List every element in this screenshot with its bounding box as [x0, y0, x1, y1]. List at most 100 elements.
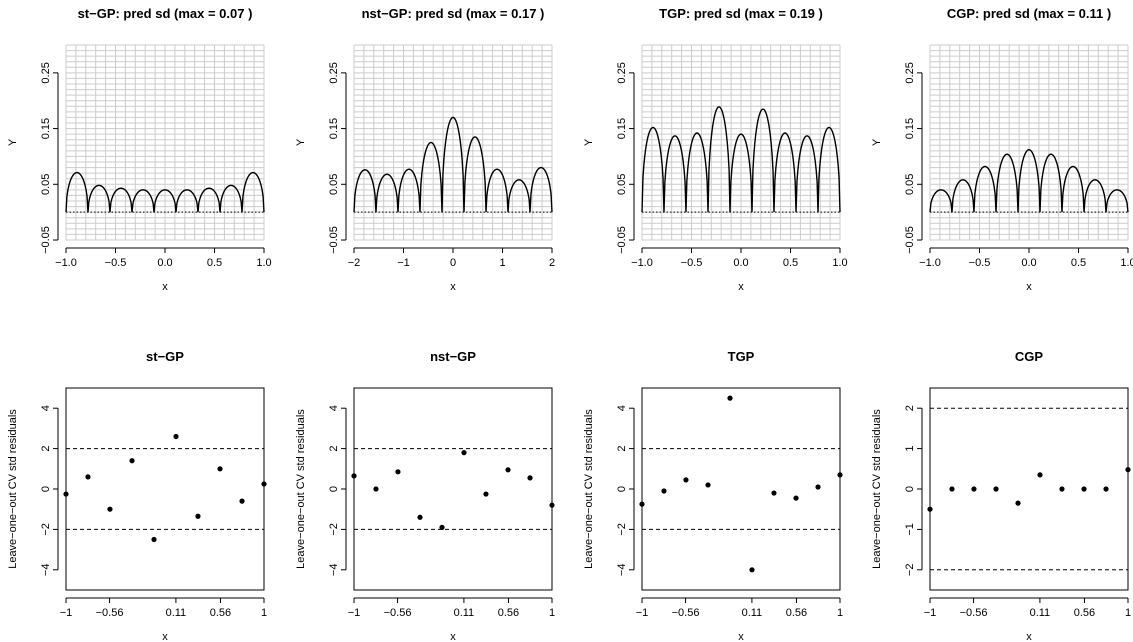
residual-point — [173, 433, 179, 440]
x-axis-label: x — [738, 631, 744, 642]
y-axis: −2 −1 0 1 2 — [904, 405, 923, 577]
residual-point — [261, 481, 267, 487]
x-axis: −1.0 −0.5 0.0 0.5 1.0 — [631, 247, 848, 269]
residual-point — [461, 450, 467, 456]
residual-point — [1059, 486, 1065, 492]
y-tick-label: 2 — [616, 446, 628, 452]
grid — [65, 44, 265, 241]
y-axis: −0.05 0.05 0.15 0.25 — [616, 62, 635, 254]
residual-point — [683, 477, 689, 483]
pred-sd-line — [929, 149, 1129, 213]
x-tick-label: −0.5 — [105, 257, 127, 269]
y-tick-label: 0.05 — [616, 174, 628, 195]
x-tick-label: 1 — [837, 607, 843, 619]
residual-point — [85, 474, 91, 480]
residual-point — [927, 506, 933, 512]
y-tick-label: 0 — [328, 486, 340, 492]
plot-frame — [65, 387, 265, 591]
x-tick-label: −0.56 — [96, 607, 124, 619]
x-tick-label: 0.56 — [1074, 607, 1095, 619]
panel-title: TGP: pred sd (max = 0.19 ) — [659, 6, 823, 21]
residual-point — [1125, 467, 1131, 473]
x-tick-label: −1.0 — [631, 257, 653, 269]
residual-point — [151, 536, 157, 543]
x-tick-label: 0 — [450, 257, 456, 269]
plot-frame — [929, 387, 1129, 591]
x-tick-label: 0.0 — [157, 257, 172, 269]
x-tick-label: 0.11 — [454, 607, 475, 619]
residual-point — [195, 513, 201, 519]
x-axis: −1 −0.56 0.11 0.56 1 — [636, 597, 843, 619]
y-tick-label: −2 — [904, 564, 916, 577]
residual-point — [373, 486, 379, 492]
x-tick-label: −1 — [348, 607, 361, 619]
x-axis-label: x — [1026, 631, 1032, 642]
residual-point — [527, 475, 533, 481]
panel-title: nst−GP — [430, 349, 476, 364]
residual-point — [993, 486, 999, 492]
y-tick-label: 0.25 — [904, 62, 916, 83]
panel-4: CGP: pred sd (max = 0.11 ) −1.0 −0.5 0.0 0.5… — [871, 6, 1133, 293]
x-tick-label: 0.56 — [210, 607, 231, 619]
y-axis-label: Leave−one−out CV std residuals — [583, 409, 595, 569]
residual-point — [351, 473, 357, 479]
y-tick-label: −1 — [904, 523, 916, 536]
residual-point — [971, 486, 977, 492]
x-tick-label: −1 — [924, 607, 937, 619]
y-tick-label: 0 — [616, 486, 628, 492]
x-axis: −1 −0.56 0.11 0.56 1 — [60, 597, 267, 619]
residual-point — [639, 501, 645, 507]
x-axis-label: x — [162, 631, 168, 642]
x-tick-label: 0.5 — [207, 257, 222, 269]
residual-point — [837, 472, 843, 478]
x-tick-label: −0.56 — [960, 607, 988, 619]
y-axis-label: Y — [583, 138, 595, 146]
x-tick-label: −1.0 — [55, 257, 77, 269]
x-axis: −2 −1 0 1 2 — [348, 247, 555, 269]
x-tick-label: 1 — [261, 607, 267, 619]
y-tick-label: −4 — [40, 564, 52, 577]
y-tick-label: 0.25 — [328, 62, 340, 83]
y-tick-label: −4 — [328, 564, 340, 577]
panel-7: TGP −1 −0.56 0.11 0.56 1 x −4 −2 0 2 4 Leave−one−out… — [583, 349, 843, 642]
y-axis: −0.05 0.05 0.15 0.25 — [904, 62, 923, 254]
y-tick-label: −0.05 — [904, 226, 916, 254]
y-tick-label: −0.05 — [40, 226, 52, 254]
y-axis-label: Leave−one−out CV std residuals — [7, 409, 19, 569]
x-tick-label: 0.11 — [742, 607, 763, 619]
x-axis: −1 −0.56 0.11 0.56 1 — [348, 597, 555, 619]
y-tick-label: 0.25 — [616, 62, 628, 83]
y-axis-label: Leave−one−out CV std residuals — [871, 409, 883, 569]
y-axis: −0.05 0.05 0.15 0.25 — [40, 62, 59, 254]
residual-point — [549, 502, 555, 508]
residual-point — [815, 484, 821, 490]
y-axis: −4 −2 0 2 4 — [40, 405, 59, 577]
y-tick-label: 2 — [904, 405, 916, 411]
residual-point — [417, 514, 423, 520]
y-tick-label: 4 — [40, 405, 52, 411]
x-axis-label: x — [162, 281, 168, 293]
x-tick-label: −1 — [397, 257, 410, 269]
residual-point — [505, 467, 511, 473]
panel-title: st−GP: pred sd (max = 0.07 ) — [78, 6, 253, 21]
x-tick-label: 1.0 — [832, 257, 847, 269]
grid — [929, 44, 1129, 241]
y-tick-label: −2 — [40, 523, 52, 536]
y-tick-label: −0.05 — [616, 226, 628, 254]
residual-point — [129, 458, 135, 464]
x-tick-label: −1 — [60, 607, 73, 619]
panel-5: st−GP −1 −0.56 0.11 0.56 1 x −4 −2 0 2 4 Leave−one−o… — [7, 349, 267, 642]
panel-title: nst−GP: pred sd (max = 0.17 ) — [362, 6, 545, 21]
y-tick-label: 0.15 — [904, 118, 916, 139]
y-axis-label: Y — [7, 138, 19, 146]
x-tick-label: −1 — [636, 607, 649, 619]
y-tick-label: 0.25 — [40, 62, 52, 83]
x-tick-label: −0.56 — [384, 607, 412, 619]
residual-point — [63, 491, 69, 497]
plot-frame — [353, 387, 553, 591]
panel-title: st−GP — [146, 349, 184, 364]
y-tick-label: −2 — [328, 523, 340, 536]
x-axis: −1.0 −0.5 0.0 0.5 1.0 — [919, 247, 1133, 269]
x-tick-label: 0.11 — [166, 607, 187, 619]
y-tick-label: −0.05 — [328, 226, 340, 254]
